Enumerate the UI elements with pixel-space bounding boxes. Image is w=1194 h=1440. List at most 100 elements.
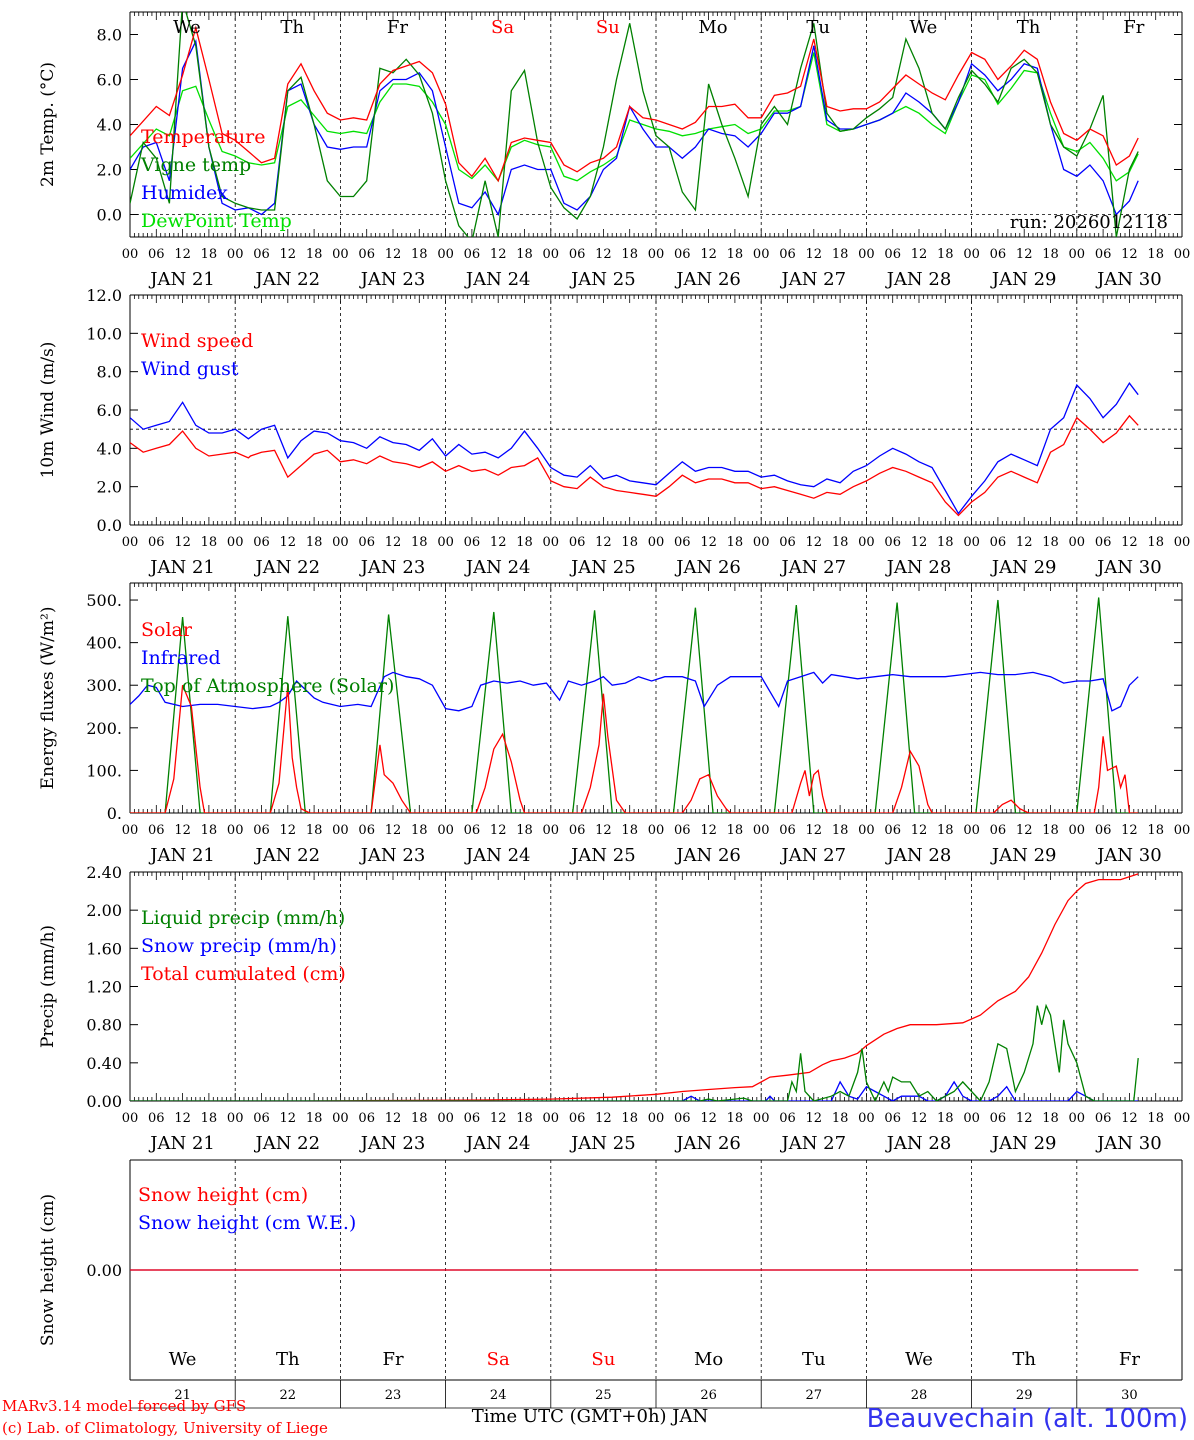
legend-total-cumulated-cm-: Total cumulated (cm): [141, 963, 346, 985]
hour-tick-label: 12: [1121, 823, 1138, 838]
hour-tick-label: 00: [543, 823, 560, 838]
date-label: JAN 28: [885, 845, 952, 866]
hour-tick-label: 06: [1095, 1111, 1112, 1126]
day-label: Tu: [802, 1349, 826, 1370]
hour-tick-label: 12: [385, 247, 402, 262]
hour-tick-label: 00: [963, 1111, 980, 1126]
legend-temperature: Temperature: [141, 126, 265, 148]
hour-tick-label: 06: [253, 535, 270, 550]
day-number-label: 25: [595, 1388, 612, 1403]
date-label: JAN 30: [1095, 1133, 1162, 1154]
hour-tick-label: 06: [569, 823, 586, 838]
time-axis-title: Time UTC (GMT+0h) JAN: [472, 1406, 709, 1427]
hour-tick-label: 12: [1121, 1111, 1138, 1126]
y-tick-label: 1.20: [86, 978, 122, 997]
hour-tick-label: 00: [963, 823, 980, 838]
hour-tick-label: 18: [727, 823, 744, 838]
hour-tick-label: 18: [621, 1111, 638, 1126]
hour-tick-label: 12: [385, 1111, 402, 1126]
series-line-infrared: [130, 671, 1139, 712]
date-label: JAN 28: [885, 1133, 952, 1154]
hour-tick-label: 00: [332, 247, 349, 262]
series-line-wind-gust: [130, 382, 1139, 515]
date-label: JAN 28: [885, 269, 952, 290]
hour-tick-label: 18: [306, 535, 323, 550]
hour-tick-label: 18: [411, 247, 428, 262]
day-number-label: 23: [385, 1388, 402, 1403]
hour-tick-label: 18: [411, 535, 428, 550]
hour-tick-label: 00: [227, 535, 244, 550]
hour-tick-label: 12: [490, 1111, 507, 1126]
day-label: Su: [591, 1349, 615, 1370]
hour-tick-label: 06: [148, 247, 165, 262]
hour-tick-label: 06: [148, 823, 165, 838]
y-axis-title: 2m Temp. (°C): [38, 62, 58, 187]
y-axis-title: 10m Wind (m/s): [38, 342, 58, 479]
day-label: Th: [280, 17, 304, 38]
day-label: Th: [276, 1349, 300, 1370]
hour-tick-label: 18: [832, 823, 849, 838]
date-label: JAN 27: [780, 557, 847, 578]
y-tick-label: 2.40: [86, 863, 122, 882]
hour-tick-label: 06: [990, 247, 1007, 262]
y-tick-label: 4.0: [97, 439, 122, 458]
hour-tick-label: 18: [516, 535, 533, 550]
hour-tick-label: 12: [595, 535, 612, 550]
hour-tick-label: 18: [1147, 823, 1164, 838]
hour-tick-label: 00: [753, 535, 770, 550]
day-label: Mo: [698, 17, 727, 38]
hour-tick-label: 18: [727, 535, 744, 550]
hour-tick-label: 00: [963, 535, 980, 550]
series-line-wind-speed: [130, 414, 1139, 517]
legend-vigne-temp: Vigne temp: [140, 154, 251, 176]
hour-tick-label: 06: [464, 1111, 481, 1126]
date-label: JAN 25: [569, 557, 636, 578]
hour-tick-label: 06: [990, 535, 1007, 550]
hour-tick-label: 00: [332, 535, 349, 550]
date-label: JAN 25: [569, 1133, 636, 1154]
hour-tick-label: 00: [543, 1111, 560, 1126]
day-label: We: [910, 17, 938, 38]
y-tick-label: 0.40: [86, 1054, 122, 1073]
date-label: JAN 23: [359, 1133, 426, 1154]
hour-tick-label: 18: [411, 823, 428, 838]
hour-tick-label: 18: [621, 247, 638, 262]
series-line-temperature: [130, 25, 1139, 183]
y-tick-label: 2.0: [97, 161, 122, 180]
hour-tick-label: 12: [490, 535, 507, 550]
hour-tick-label: 00: [1174, 823, 1191, 838]
date-label: JAN 22: [254, 269, 321, 290]
y-tick-label: 2.00: [86, 901, 122, 920]
hour-tick-label: 12: [280, 247, 297, 262]
hour-tick-label: 18: [1147, 1111, 1164, 1126]
hour-tick-label: 00: [543, 535, 560, 550]
hour-tick-label: 18: [201, 1111, 218, 1126]
hour-tick-label: 06: [464, 823, 481, 838]
hour-tick-label: 06: [358, 1111, 375, 1126]
date-label: JAN 30: [1095, 557, 1162, 578]
hour-tick-label: 06: [1095, 823, 1112, 838]
hour-tick-label: 12: [385, 535, 402, 550]
hour-tick-label: 00: [753, 247, 770, 262]
day-label: Fr: [387, 17, 408, 38]
hour-tick-label: 18: [516, 1111, 533, 1126]
hour-tick-label: 06: [990, 823, 1007, 838]
date-label: JAN 26: [674, 269, 741, 290]
hour-tick-label: 06: [990, 1111, 1007, 1126]
hour-tick-label: 18: [1042, 247, 1059, 262]
hour-tick-label: 18: [937, 823, 954, 838]
hour-tick-label: 12: [911, 247, 928, 262]
run-label: run: 2026012118: [1010, 212, 1168, 233]
hour-tick-label: 12: [174, 247, 191, 262]
hour-tick-label: 12: [806, 823, 823, 838]
hour-tick-label: 00: [227, 1111, 244, 1126]
hour-tick-label: 12: [490, 823, 507, 838]
hour-tick-label: 06: [674, 1111, 691, 1126]
hour-tick-label: 18: [1042, 1111, 1059, 1126]
y-tick-label: 0.0: [97, 516, 122, 535]
hour-tick-label: 12: [595, 247, 612, 262]
date-label: JAN 23: [359, 845, 426, 866]
hour-tick-label: 18: [937, 535, 954, 550]
hour-tick-label: 12: [700, 247, 717, 262]
